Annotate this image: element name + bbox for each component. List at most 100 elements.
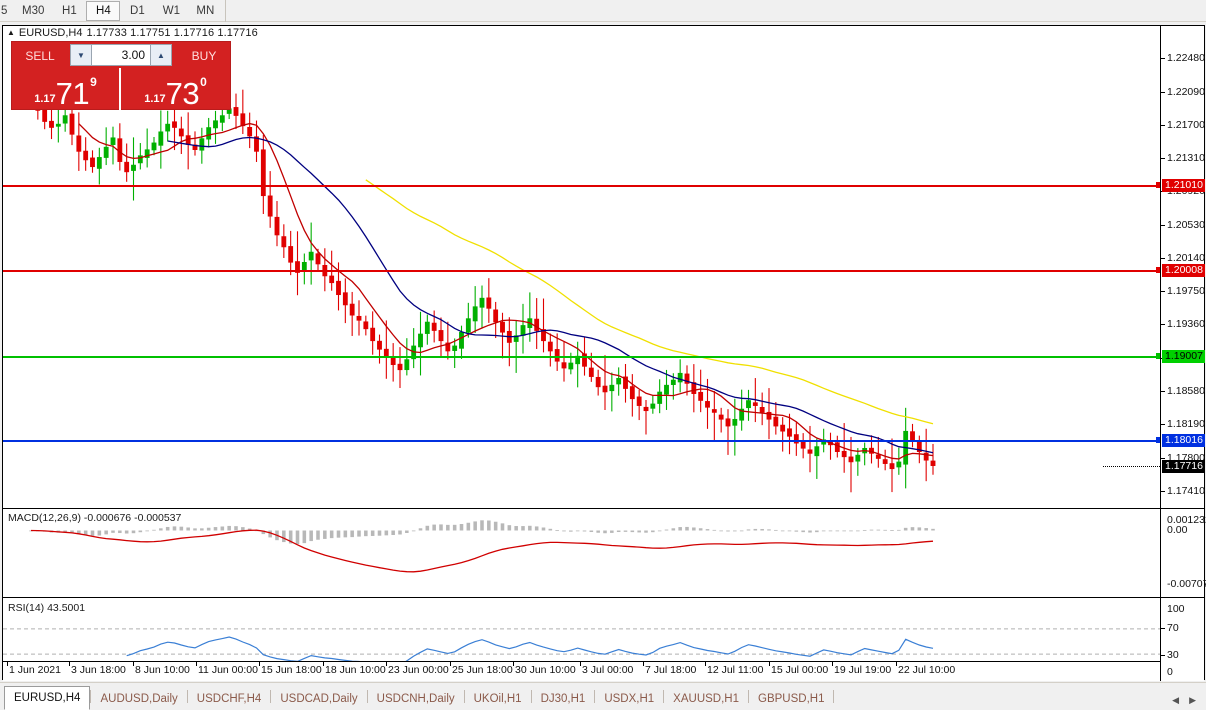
candlestick	[657, 379, 663, 414]
tick-mark	[1161, 257, 1165, 259]
macd-plot-area[interactable]	[3, 509, 1160, 597]
candlestick	[206, 117, 212, 148]
candlestick	[882, 449, 888, 471]
chart-tab-usdchf-h4[interactable]: USDCHF,H4	[196, 693, 262, 705]
volume-decrease-button[interactable]: ▼	[70, 44, 92, 66]
time-tick-label: 18 Jun 10:00	[325, 664, 386, 676]
macd-histogram-bar	[828, 530, 833, 532]
tick-mark	[1161, 628, 1165, 629]
price-tick-label: 1.19750	[1167, 285, 1205, 298]
candlestick	[295, 231, 300, 296]
chart-tab-ukoil-h1[interactable]: UKOil,H1	[473, 693, 522, 705]
price-scale[interactable]: 1.224801.220901.217001.213101.209201.205…	[1160, 26, 1205, 508]
macd-histogram-bar	[227, 525, 231, 531]
sell-price-display[interactable]: 1.17 71 9	[12, 68, 121, 110]
tab-scroll-controls[interactable]: ◀ ▶	[1172, 695, 1206, 710]
volume-increase-button[interactable]: ▲	[150, 44, 172, 66]
tick-mark	[1161, 490, 1165, 492]
macd-histogram-bar	[582, 530, 587, 532]
chart-tab-dj30-h1[interactable]: DJ30,H1	[540, 693, 586, 705]
chart-tab-usdx-h1[interactable]: USDX,H1	[604, 693, 655, 705]
time-tick-label: 15 Jun 18:00	[261, 664, 322, 676]
candlestick	[691, 364, 697, 413]
macd-histogram-bar	[637, 530, 641, 533]
macd-histogram-bar	[343, 530, 348, 538]
timeframe-button-5[interactable]: 5	[1, 5, 8, 17]
resistance-line-2-handle[interactable]	[1156, 267, 1160, 274]
macd-histogram-bar	[302, 530, 307, 544]
moving-average-line-8	[78, 122, 934, 460]
rsi-tick-label: 70	[1167, 622, 1179, 634]
macd-histogram-bar	[179, 526, 184, 531]
macd-histogram-bar	[268, 530, 272, 538]
timeframe-button-h1[interactable]: H1	[62, 5, 77, 17]
resistance-line-2-label[interactable]: 1.20008	[1162, 264, 1205, 278]
timeframe-button-mn[interactable]: MN	[196, 5, 215, 17]
chart-tab-usdcad-daily[interactable]: USDCAD,Daily	[280, 693, 358, 705]
chart-tab-eurusd-h4[interactable]: EURUSD,H4	[4, 686, 91, 710]
current-price-line-label[interactable]: 1.17716	[1162, 459, 1205, 473]
candlestick	[267, 171, 273, 228]
triangle-right-icon[interactable]: ▶	[1189, 695, 1196, 705]
macd-histogram-bar	[603, 530, 607, 534]
macd-histogram-bar	[705, 529, 710, 531]
macd-histogram-bar	[651, 530, 655, 533]
candlestick	[110, 126, 116, 165]
chart-tab-audusd-daily[interactable]: AUDUSD,Daily	[100, 693, 178, 705]
timeframe-button-w1[interactable]: W1	[162, 5, 180, 17]
volume-input[interactable]: 3.00	[92, 44, 150, 66]
macd-histogram-bar	[261, 530, 266, 535]
macd-histogram-bar	[138, 530, 143, 533]
macd-histogram-bar	[890, 530, 894, 531]
candlestick	[185, 112, 191, 170]
candlestick	[349, 291, 355, 336]
time-tick-mark	[386, 662, 387, 666]
resistance-line-1-label[interactable]: 1.21010	[1162, 178, 1205, 192]
chart-tab-usdcnh-daily[interactable]: USDCNH,Daily	[376, 693, 455, 705]
macd-histogram-bar	[767, 529, 771, 531]
timeframe-button-m30[interactable]: M30	[22, 5, 45, 17]
chart-tab-gbpusd-h1[interactable]: GBPUSD,H1	[758, 693, 825, 705]
trend-line-label[interactable]: 1.18016	[1162, 434, 1205, 448]
candlestick	[493, 301, 499, 339]
macd-histogram-bar	[507, 525, 512, 531]
chart-tab-xauusd-h1[interactable]: XAUUSD,H1	[673, 693, 739, 705]
support-line-handle[interactable]	[1156, 352, 1160, 359]
candlestick	[862, 442, 868, 466]
macd-histogram-bar	[329, 530, 334, 539]
buy-price-display[interactable]: 1.17 73 0	[121, 68, 230, 110]
candlestick	[698, 369, 704, 413]
sell-button[interactable]: SELL	[14, 43, 66, 68]
macd-signal-line	[30, 529, 934, 573]
macd-histogram-bar	[391, 530, 395, 535]
support-line-label[interactable]: 1.19007	[1162, 349, 1205, 363]
candlestick	[247, 112, 253, 149]
macd-histogram-bar	[172, 526, 177, 531]
macd-histogram-bar	[746, 529, 751, 531]
buy-button[interactable]: BUY	[178, 43, 230, 68]
macd-histogram-bar	[808, 530, 812, 533]
one-click-trading-panel[interactable]: SELL ▼ 3.00 ▲ BUY 1.17 71 9	[11, 41, 231, 110]
trend-line-handle[interactable]	[1156, 437, 1160, 444]
moving-average-line-50	[365, 179, 934, 425]
price-tick-label: 1.21700	[1167, 118, 1205, 131]
candlestick	[117, 123, 123, 171]
time-tick-label: 3 Jul 00:00	[582, 664, 634, 676]
time-tick-mark	[705, 662, 706, 666]
volume-stepper[interactable]: ▼ 3.00 ▲	[70, 44, 172, 66]
macd-histogram-bar	[206, 527, 211, 531]
resistance-line-1-handle[interactable]	[1156, 181, 1160, 188]
candlestick	[834, 435, 840, 458]
tab-divider	[366, 689, 368, 703]
timeframe-button-h4[interactable]: H4	[86, 1, 121, 21]
macd-histogram-bar	[903, 527, 908, 531]
candlestick	[356, 300, 362, 336]
macd-histogram-bar	[562, 530, 566, 532]
triangle-left-icon[interactable]: ◀	[1172, 695, 1180, 705]
macd-histogram-bar	[118, 530, 122, 534]
time-tick-mark	[259, 662, 260, 666]
candlestick	[787, 413, 792, 455]
triangle-up-icon[interactable]: ▲	[7, 28, 15, 37]
candlestick	[178, 116, 184, 154]
timeframe-button-d1[interactable]: D1	[130, 5, 145, 17]
